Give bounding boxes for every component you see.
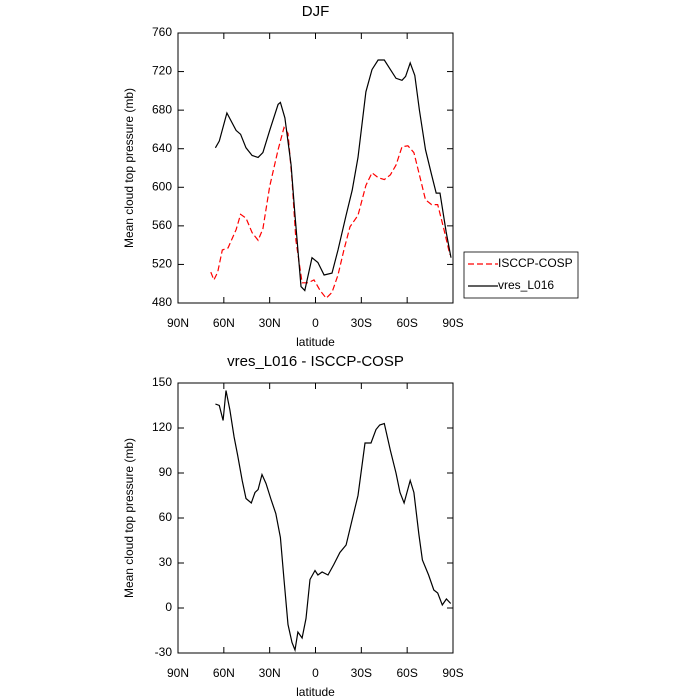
x-tick-label: 60S: [396, 316, 417, 330]
x-tick-label: 30N: [259, 666, 281, 680]
series-line: [210, 126, 451, 300]
y-tick-label: 760: [152, 25, 172, 39]
x-axis-label: latitude: [296, 335, 335, 349]
y-tick-label: 30: [159, 555, 173, 569]
y-tick-label: 480: [152, 295, 172, 309]
x-tick-label: 90S: [442, 666, 463, 680]
y-tick-label: 520: [152, 257, 172, 271]
y-tick-label: 120: [152, 420, 172, 434]
x-tick-label: 90S: [442, 316, 463, 330]
y-tick-label: 640: [152, 141, 172, 155]
chart-title: vres_L016 - ISCCP-COSP: [227, 353, 404, 370]
x-tick-label: 30S: [351, 666, 372, 680]
plot-frame: [177, 382, 454, 654]
x-tick-label: 60N: [213, 666, 235, 680]
y-tick-label: 90: [159, 465, 173, 479]
series-line: [214, 59, 452, 292]
y-tick-label: 600: [152, 179, 172, 193]
legend-label: ISCCP-COSP: [498, 256, 573, 270]
x-tick-label: 30S: [351, 316, 372, 330]
x-tick-label: 60N: [213, 316, 235, 330]
y-tick-label: 560: [152, 218, 172, 232]
y-axis-label: Mean cloud top pressure (mb): [122, 438, 136, 598]
y-tick-label: 150: [152, 375, 172, 389]
x-tick-label: 60S: [396, 666, 417, 680]
y-tick-label: 0: [165, 600, 172, 614]
x-tick-label: 0: [312, 666, 319, 680]
legend-label: vres_L016: [498, 278, 554, 292]
plot-frame: [177, 32, 454, 304]
y-tick-label: 60: [159, 510, 173, 524]
legend-box: [463, 251, 579, 299]
y-axis-label: Mean cloud top pressure (mb): [122, 88, 136, 248]
x-tick-label: 30N: [259, 316, 281, 330]
x-tick-label: 0: [312, 316, 319, 330]
series-line: [215, 390, 452, 653]
x-tick-label: 90N: [167, 316, 189, 330]
x-tick-label: 90N: [167, 666, 189, 680]
y-tick-label: 680: [152, 102, 172, 116]
y-tick-label: 720: [152, 64, 172, 78]
chart-title: DJF: [302, 3, 330, 20]
y-tick-label: -30: [155, 645, 173, 659]
x-axis-label: latitude: [296, 685, 335, 699]
